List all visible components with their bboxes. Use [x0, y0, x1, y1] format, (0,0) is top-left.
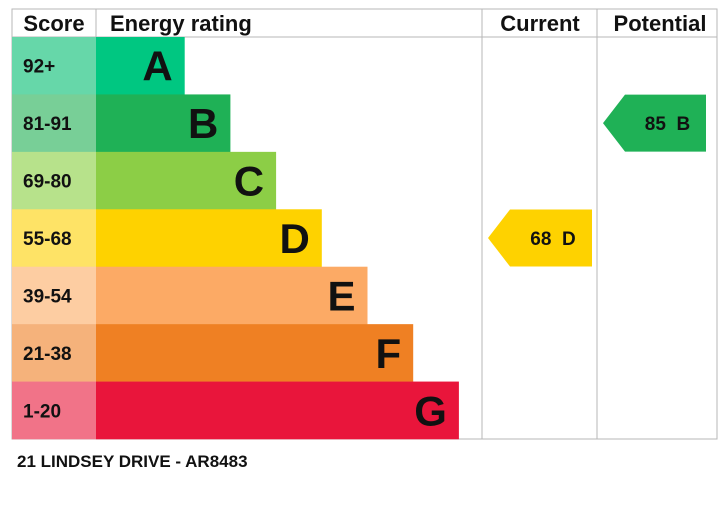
band-g-bar: [96, 381, 459, 440]
rating-bands: 92+ A 81-91 B 69-80 C 55-68 D 39-54 E 21-38 F 1-20 G: [12, 37, 459, 440]
band-f-bar: [96, 324, 414, 382]
band-e-bar: [96, 266, 368, 325]
band-e-score-cell: [12, 266, 96, 325]
band-g-score: 1-20: [23, 401, 61, 422]
band-a-score-cell: [12, 37, 96, 95]
band-b-bar: [96, 94, 231, 153]
band-f-letter: F: [376, 330, 402, 377]
band-c-bar: [96, 151, 277, 210]
band-b-score: 81-91: [23, 114, 72, 135]
header-score: Score: [23, 11, 84, 36]
potential-rating: 85 B: [603, 94, 706, 152]
band-c-letter: C: [234, 158, 264, 205]
band-d-score-cell: [12, 209, 96, 268]
potential-rating-arrow: [603, 94, 706, 152]
header-potential: Potential: [614, 11, 707, 36]
current-rating-arrow: [488, 209, 592, 267]
band-f-score-cell: [12, 324, 96, 382]
band-g-letter: G: [414, 387, 447, 434]
band-e-score: 39-54: [23, 286, 72, 307]
band-e-letter: E: [327, 272, 355, 319]
band-b-letter: B: [188, 100, 218, 147]
property-address: 21 LINDSEY DRIVE - AR8483: [17, 452, 248, 471]
potential-rating-label: 85 B: [645, 114, 690, 135]
band-d-letter: D: [279, 215, 309, 262]
band-a-score: 92+: [23, 57, 55, 78]
band-a-letter: A: [142, 43, 172, 90]
band-d-bar: [96, 209, 322, 268]
band-b-score-cell: [12, 94, 96, 153]
band-g-score-cell: [12, 381, 96, 440]
header-energy-rating: Energy rating: [110, 11, 252, 36]
band-d-score: 55-68: [23, 229, 72, 250]
current-rating: 68 D: [488, 209, 592, 267]
band-a-bar: [96, 37, 185, 95]
band-c-score: 69-80: [23, 172, 72, 193]
header-current: Current: [500, 11, 580, 36]
current-rating-label: 68 D: [530, 229, 575, 250]
band-f-score: 21-38: [23, 344, 72, 365]
band-c-score-cell: [12, 151, 96, 210]
